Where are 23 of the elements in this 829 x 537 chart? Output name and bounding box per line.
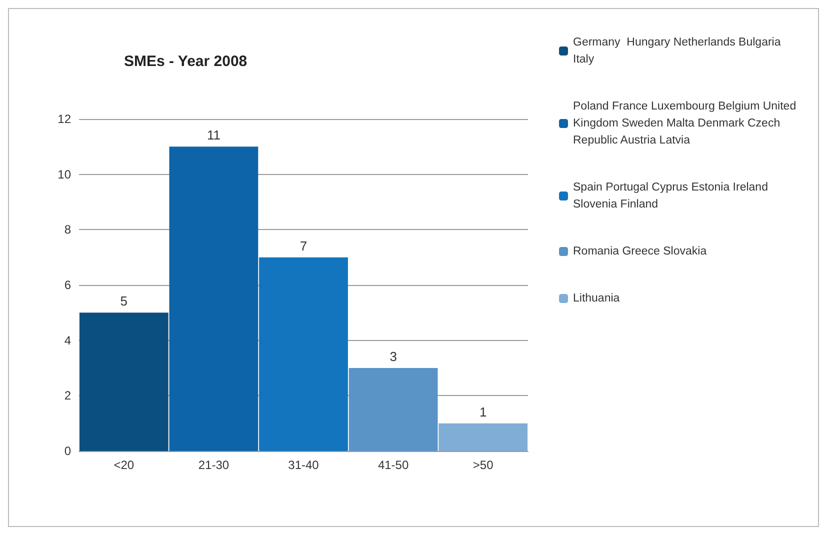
legend-label: Germany Hungary Netherlands Bulgaria Italy: [573, 36, 784, 66]
y-tick-label: 2: [64, 388, 72, 403]
legend-label: Lithuania: [573, 292, 620, 304]
legend-label: Romania Greece Slovakia: [573, 246, 708, 258]
y-tick-label: 4: [64, 333, 72, 348]
legend-label: Spain Portugal Cyprus Estonia Ireland Slovenia Finland: [573, 182, 772, 210]
x-tick-label: 31-40: [288, 458, 320, 472]
y-tick-label: 10: [58, 167, 72, 182]
legend-label: Poland France Luxembourg Belgium United Kingdom Sweden Malta Denmark Czech Republic Austria Latvia: [573, 100, 800, 146]
x-tick-label: 21-30: [198, 458, 230, 472]
x-tick-label: 41-50: [378, 458, 409, 472]
data-label: 11: [206, 128, 220, 143]
y-tick-label: 0: [64, 444, 72, 458]
chart-title: SMEs - Year 2008: [124, 53, 248, 70]
y-tick-label: 8: [64, 222, 72, 237]
y-tick-label: 6: [64, 278, 72, 292]
x-tick-label: <20: [114, 458, 134, 472]
x-tick-label: >50: [472, 458, 494, 472]
y-tick-label: 12: [58, 112, 72, 126]
data-label: 7: [300, 238, 308, 254]
data-label: 3: [390, 349, 397, 364]
data-label: 1: [479, 404, 487, 420]
data-label: 5: [120, 294, 128, 309]
